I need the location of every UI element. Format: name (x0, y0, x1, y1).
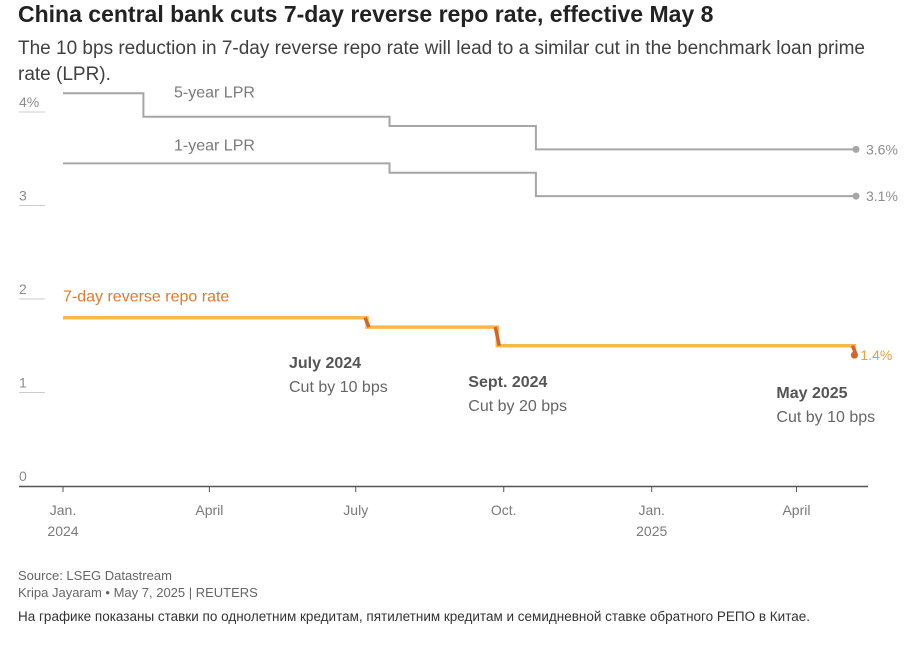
credit-line: Kripa Jayaram • May 7, 2025 | REUTERS (18, 585, 258, 600)
series-line (63, 162, 856, 198)
series-end-dot (852, 145, 860, 153)
series-end-dot (850, 351, 858, 359)
x-tick-label: Oct. (491, 502, 517, 518)
series-name-label: 7-day reverse repo rate (63, 289, 229, 306)
annotation-title: Sept. 2024 (468, 374, 547, 391)
series-end-label: 1.4% (860, 347, 892, 363)
chart-description: На графике показаны ставки по однолетним… (18, 609, 811, 624)
line-chart: 0 1 2 3 4% Jan. 2024 April July Oct. Jan. 2025 April… (19, 84, 898, 539)
series-line (63, 92, 856, 151)
x-tick-sublabel: 2024 (47, 523, 78, 539)
annotation-text: Cut by 20 bps (468, 398, 567, 415)
series-name-label: 1-year LPR (174, 137, 255, 154)
y-tick-label: 0 (19, 468, 27, 484)
rate-cut-marker (493, 326, 502, 347)
x-tick-label: April (195, 502, 223, 518)
y-tick-label: 3 (19, 188, 27, 204)
series-end-dot (852, 192, 860, 200)
series-line (63, 315, 857, 356)
y-tick-label: 2 (19, 281, 27, 297)
y-tick-label: 4% (19, 94, 39, 110)
x-tick-label: July (343, 502, 368, 518)
x-tick-label: April (782, 502, 810, 518)
annotation-text: Cut by 10 bps (776, 409, 875, 426)
x-tick-label: Jan. (638, 502, 664, 518)
series-name-label: 5-year LPR (174, 84, 255, 101)
rate-cut-marker (363, 317, 371, 328)
source-note: Source: LSEG Datastream (18, 568, 172, 583)
x-tick-label: Jan. (50, 502, 76, 518)
chart-subtitle: The 10 bps reduction in 7-day reverse re… (18, 38, 865, 85)
y-tick-label: 1 (19, 375, 27, 391)
series-end-label: 3.6% (866, 141, 898, 157)
annotation-title: May 2025 (776, 385, 847, 402)
annotation-text: Cut by 10 bps (289, 379, 388, 396)
series-end-label: 3.1% (866, 188, 898, 204)
chart-title: China central bank cuts 7-day reverse re… (18, 1, 714, 27)
x-tick-sublabel: 2025 (636, 523, 667, 539)
annotation-title: July 2024 (289, 355, 361, 372)
